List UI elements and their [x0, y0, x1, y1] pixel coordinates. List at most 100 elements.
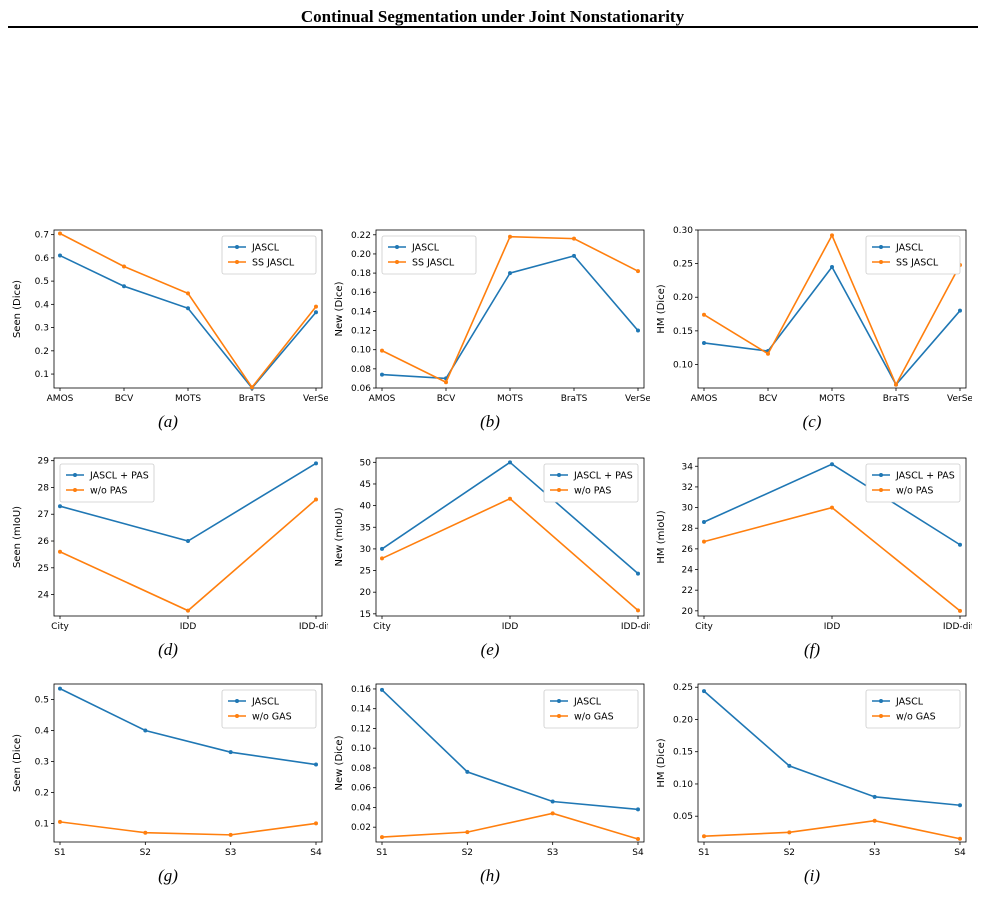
data-point	[508, 460, 512, 465]
y-tick-label: 24	[682, 566, 694, 576]
x-tick-label: S4	[310, 848, 322, 858]
data-point	[186, 306, 190, 311]
legend-label: SS JASCL	[252, 258, 295, 269]
legend-label: SS JASCL	[412, 258, 455, 269]
x-tick-label: MOTS	[497, 394, 523, 404]
chart-panel: 24 25 26 27 28 29 City IDD IDD-diff Seen (mIoU) JA…	[8, 448, 328, 659]
data-point	[702, 520, 706, 525]
line-chart: 0.10 0.15 0.20 0.25 0.30 AMOS BCV MOTS BraTS VerS…	[656, 226, 972, 404]
chart-panel: 0.1 0.2 0.3 0.4 0.5 0.6 0.7 AMOS BCV MOTS BraTS Ver…	[8, 220, 328, 431]
x-tick-label: BCV	[759, 394, 778, 404]
x-tick-label: BraTS	[883, 394, 910, 404]
data-point	[314, 821, 318, 826]
y-axis-label: New (Dice)	[334, 281, 345, 336]
legend	[543, 463, 639, 503]
series-line	[381, 689, 639, 811]
y-axis-label: New (Dice)	[334, 735, 345, 790]
data-point	[314, 304, 318, 309]
x-tick-label: BraTS	[239, 394, 266, 404]
y-tick-label: 0.10	[351, 744, 371, 754]
y-tick-label: 0.06	[351, 384, 371, 394]
legend-label: w/o GAS	[252, 712, 292, 723]
chart-panel: 15 20 25 30 35 40 45 50 City IDD IDD-diff New (mIoU…	[330, 448, 650, 659]
x-tick-label: City	[695, 622, 713, 632]
subfigure-caption: (d)	[158, 640, 178, 659]
series-line	[703, 690, 961, 807]
y-tick-label: 26	[682, 545, 694, 555]
y-tick-label: 0.6	[35, 254, 50, 264]
legend-marker	[235, 714, 239, 718]
data-point	[444, 380, 448, 385]
data-point	[636, 837, 640, 842]
legend-marker	[879, 714, 883, 718]
x-tick-label: IDD-diff	[621, 622, 650, 632]
y-tick-label: 0.12	[351, 724, 371, 734]
chart-panel: 0.06 0.08 0.10 0.12 0.14 0.16 0.18 0.20 0.22 AMOS…	[330, 220, 650, 431]
x-tick-label: VerSe	[947, 394, 972, 404]
data-point	[58, 253, 62, 258]
legend-label: JASCL	[573, 697, 602, 708]
page-header: Continual Segmentation under Joint Nonst…	[300, 7, 685, 26]
x-tick-label: IDD	[502, 622, 519, 632]
x-tick-label: MOTS	[819, 394, 845, 404]
data-point	[572, 253, 576, 258]
data-point	[830, 462, 834, 467]
y-tick-label: 34	[682, 462, 694, 472]
y-axis-label: Seen (Dice)	[12, 280, 23, 338]
data-point	[58, 686, 62, 691]
y-tick-label: 0.12	[351, 327, 371, 337]
series-line	[703, 506, 961, 612]
data-point	[958, 608, 962, 613]
series-line	[703, 819, 961, 840]
legend-marker	[73, 473, 77, 477]
data-point	[380, 546, 384, 551]
legend	[865, 689, 961, 729]
y-tick-label: 26	[38, 537, 50, 547]
y-tick-label: 24	[38, 591, 50, 601]
subfigure-caption: (e)	[480, 640, 500, 659]
series-line	[59, 821, 317, 836]
data-point	[508, 496, 512, 501]
data-point	[58, 819, 62, 824]
y-tick-label: 0.5	[35, 277, 49, 287]
x-tick-label: IDD	[824, 622, 841, 632]
data-point	[58, 231, 62, 236]
y-tick-label: 0.14	[351, 705, 371, 715]
chart-panel: 0.1 0.2 0.3 0.4 0.5 S1 S2 S3 S4 Seen (Dice) JASCL w…	[8, 674, 328, 885]
data-point	[465, 769, 470, 774]
y-tick-label: 0.30	[673, 226, 693, 236]
y-tick-label: 0.3	[35, 324, 49, 334]
y-tick-label: 0.7	[35, 231, 49, 241]
y-tick-label: 28	[682, 524, 694, 534]
chart-panel: 0.10 0.15 0.20 0.25 0.30 AMOS BCV MOTS BraTS VerS…	[652, 220, 972, 431]
chart-panel: 0.05 0.10 0.15 0.20 0.25 S1 S2 S3 S4 HM (Dice) JAS…	[652, 674, 972, 885]
data-point	[380, 372, 384, 377]
legend-marker	[73, 488, 77, 492]
data-point	[958, 542, 962, 547]
figure-grid: 0.1 0.2 0.3 0.4 0.5 0.6 0.7 AMOS BCV MOTS BraTS Ver…	[0, 220, 985, 922]
data-point	[766, 351, 770, 356]
legend-label: w/o GAS	[574, 712, 614, 723]
data-point	[702, 312, 706, 317]
line-chart: 20 22 24 26 28 30 32 34 City IDD IDD-diff HM (mIoU)…	[656, 457, 972, 632]
x-tick-label: AMOS	[369, 394, 396, 404]
y-tick-label: 0.20	[673, 293, 693, 303]
data-point	[872, 794, 877, 799]
legend-label: JASCL	[411, 243, 440, 254]
data-point	[186, 608, 190, 613]
x-tick-label: S2	[784, 848, 795, 858]
y-tick-label: 0.22	[351, 231, 371, 241]
x-tick-label: AMOS	[47, 394, 74, 404]
data-point	[572, 236, 576, 241]
legend	[543, 689, 639, 729]
legend	[221, 689, 317, 729]
y-tick-label: 0.15	[673, 327, 693, 337]
y-tick-label: 0.25	[673, 260, 693, 270]
legend	[865, 235, 961, 275]
y-tick-label: 27	[38, 510, 49, 520]
legend-label: JASCL	[251, 243, 280, 254]
y-tick-label: 25	[360, 567, 371, 577]
y-tick-label: 20	[682, 607, 694, 617]
x-tick-label: S4	[632, 848, 644, 858]
y-tick-label: 28	[38, 483, 50, 493]
